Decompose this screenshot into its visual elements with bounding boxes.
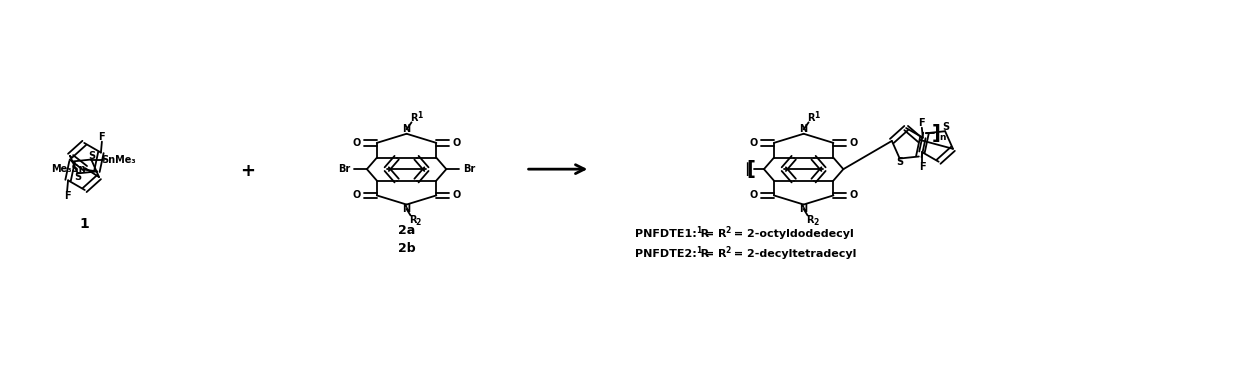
Text: [: [ xyxy=(746,160,755,179)
Text: S: S xyxy=(897,158,903,168)
Text: Br: Br xyxy=(463,164,475,174)
Text: 1: 1 xyxy=(79,217,89,231)
Text: O: O xyxy=(352,138,361,148)
Text: O: O xyxy=(453,138,461,148)
Text: R: R xyxy=(807,113,815,123)
Text: Br: Br xyxy=(339,164,350,174)
Text: 1: 1 xyxy=(813,111,820,120)
Text: F: F xyxy=(63,191,71,201)
Text: N: N xyxy=(403,124,410,134)
Text: ]: ] xyxy=(932,124,941,143)
Text: O: O xyxy=(749,190,758,200)
Text: F: F xyxy=(919,162,925,172)
Text: N: N xyxy=(800,204,807,214)
Text: = R: = R xyxy=(701,229,727,239)
Text: F: F xyxy=(99,132,105,142)
Text: = R: = R xyxy=(701,249,727,258)
Text: O: O xyxy=(749,138,758,148)
Text: PNFDTE1: R: PNFDTE1: R xyxy=(635,229,709,239)
Text: O: O xyxy=(849,138,858,148)
Text: = 2-decyltetradecyl: = 2-decyltetradecyl xyxy=(730,249,857,258)
Text: n: n xyxy=(940,133,946,142)
Text: S: S xyxy=(74,172,82,182)
Text: O: O xyxy=(352,190,361,200)
Text: 2: 2 xyxy=(415,218,422,227)
Text: N: N xyxy=(800,124,807,134)
Text: 2: 2 xyxy=(813,218,818,227)
Text: PNFDTE2: R: PNFDTE2: R xyxy=(635,249,709,258)
Text: F: F xyxy=(919,118,925,128)
Text: = 2-octyldodedecyl: = 2-octyldodedecyl xyxy=(730,229,853,239)
Text: ∣: ∣ xyxy=(743,162,750,176)
Text: 1: 1 xyxy=(697,226,702,235)
Text: 2: 2 xyxy=(725,226,730,235)
Text: +: + xyxy=(241,162,255,180)
Text: S: S xyxy=(88,151,95,161)
Text: 2b: 2b xyxy=(398,242,415,255)
Text: S: S xyxy=(942,122,950,132)
Text: R: R xyxy=(410,113,418,123)
Text: 1: 1 xyxy=(697,246,702,255)
Text: O: O xyxy=(849,190,858,200)
Text: 1: 1 xyxy=(417,111,422,120)
Text: Me₃Sn: Me₃Sn xyxy=(51,164,86,174)
Text: O: O xyxy=(453,190,461,200)
Text: R: R xyxy=(409,215,417,226)
Text: 2: 2 xyxy=(725,246,730,255)
Text: R: R xyxy=(806,215,813,226)
Text: 2a: 2a xyxy=(398,224,415,237)
Text: N: N xyxy=(403,204,410,214)
Text: SnMe₃: SnMe₃ xyxy=(102,155,136,164)
